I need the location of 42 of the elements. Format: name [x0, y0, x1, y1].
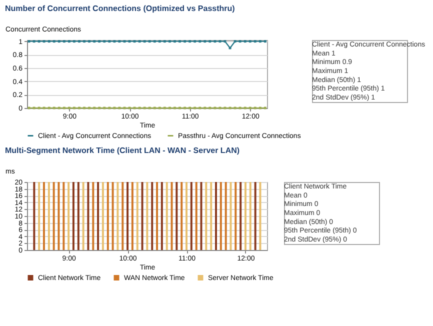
point [88, 40, 91, 43]
point [214, 40, 216, 43]
point [224, 40, 226, 43]
point [238, 40, 242, 43]
point [163, 40, 166, 43]
point [254, 40, 256, 43]
point [148, 40, 151, 43]
point [153, 40, 156, 43]
point [138, 40, 141, 43]
point [234, 40, 236, 43]
point [244, 40, 246, 43]
point [198, 40, 202, 43]
point [218, 40, 222, 43]
point [103, 40, 106, 43]
point [62, 40, 66, 43]
point [93, 40, 96, 43]
point [32, 40, 36, 43]
point [48, 40, 50, 43]
point [204, 40, 206, 43]
point [188, 40, 192, 43]
point [52, 40, 56, 43]
point [68, 40, 70, 43]
point [78, 40, 81, 43]
point [38, 40, 40, 43]
point [208, 40, 212, 43]
chart-title: Number of Concurrent Connections (Optimized vs Passthru) [5, 4, 236, 13]
point [248, 40, 252, 43]
point [83, 40, 86, 43]
point [72, 40, 76, 43]
point [58, 40, 60, 43]
chart-title: Multi-Segment Network Time (Client LAN - WAN - Server LAN) [5, 146, 240, 155]
point [42, 40, 46, 43]
point [113, 40, 116, 43]
point [194, 40, 196, 43]
point [108, 40, 111, 43]
point [118, 40, 121, 43]
point [143, 40, 146, 43]
point [258, 40, 262, 43]
point [158, 40, 161, 43]
point [184, 40, 186, 43]
point [98, 40, 101, 43]
point [264, 40, 266, 43]
